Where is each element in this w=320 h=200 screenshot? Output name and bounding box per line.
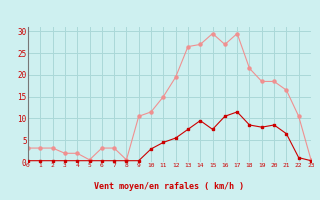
X-axis label: Vent moyen/en rafales ( km/h ): Vent moyen/en rafales ( km/h ): [94, 182, 244, 191]
